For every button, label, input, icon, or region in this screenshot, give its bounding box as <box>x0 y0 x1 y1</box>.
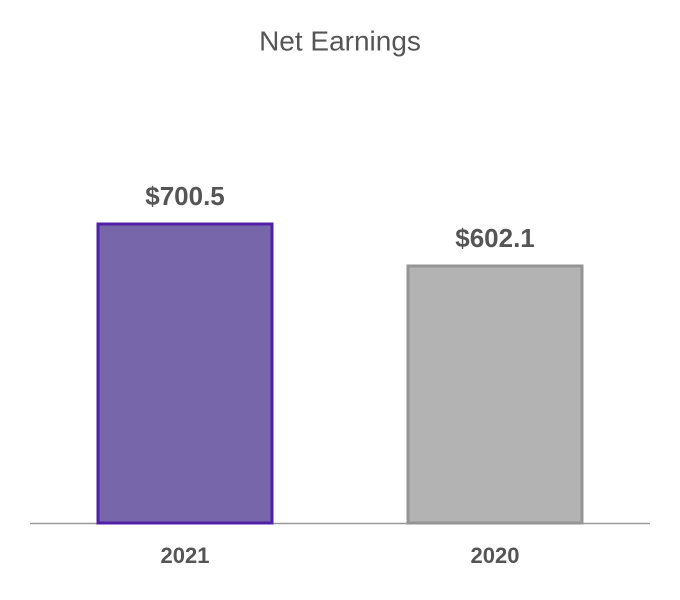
chart-title: Net Earnings <box>259 25 421 56</box>
bar <box>406 264 584 525</box>
bar <box>96 222 274 525</box>
x-tick-label: 2021 <box>161 543 210 568</box>
value-label: $700.5 <box>145 181 225 211</box>
value-label: $602.1 <box>455 223 535 253</box>
x-tick-label: 2020 <box>471 543 520 568</box>
